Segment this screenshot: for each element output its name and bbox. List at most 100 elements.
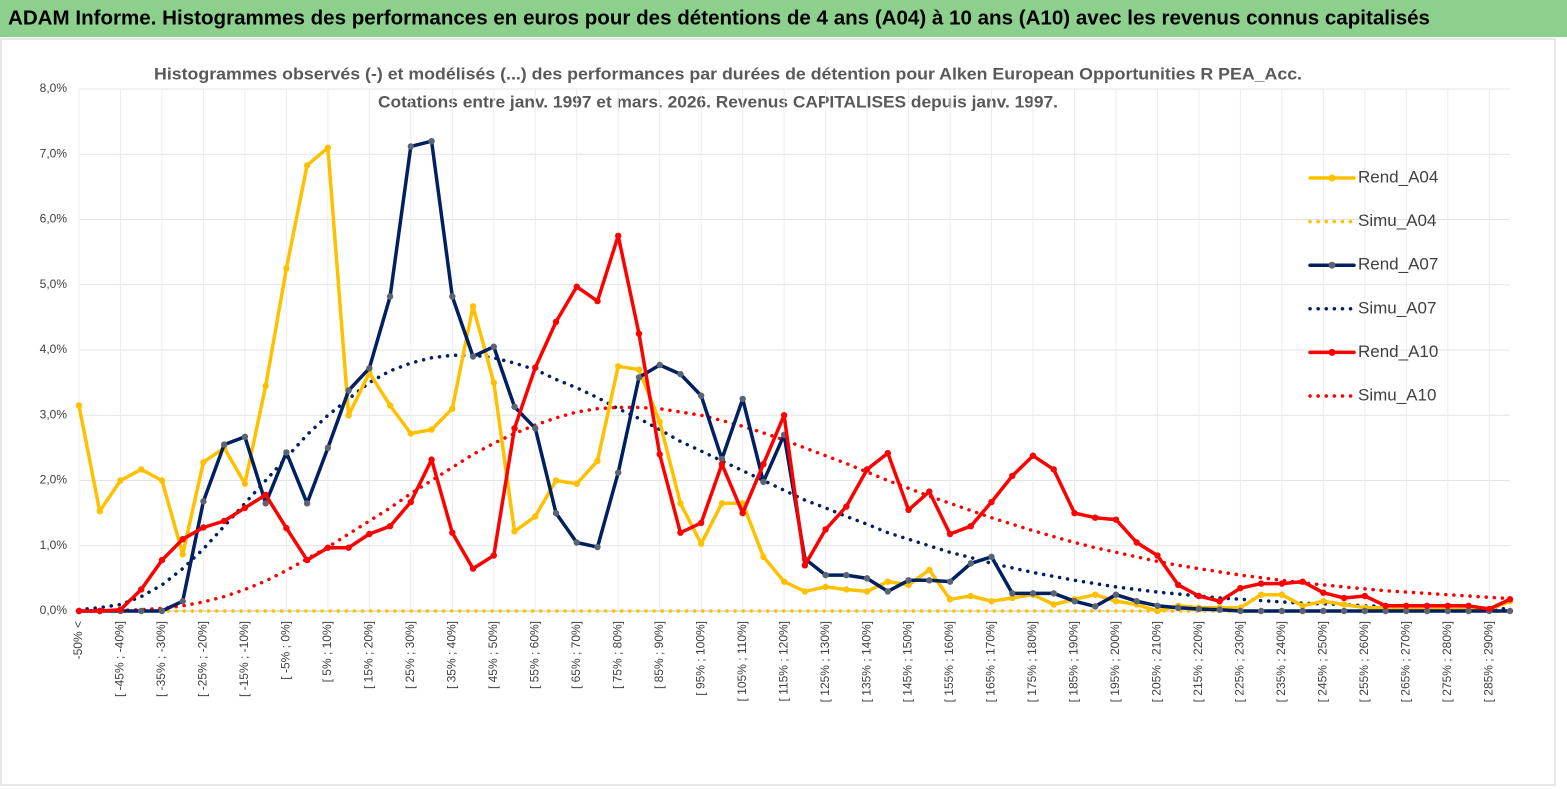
point [200, 498, 207, 505]
point [677, 500, 684, 507]
point [345, 412, 352, 419]
legend-marker [1328, 261, 1336, 269]
x-tick-label: [ -35% ; -30%] [154, 621, 168, 697]
point [262, 500, 269, 507]
point [615, 363, 622, 370]
point [241, 480, 249, 487]
legend-label: Simu_A10 [1358, 385, 1436, 404]
point [75, 402, 83, 409]
point [262, 382, 269, 390]
point [988, 598, 995, 605]
x-tick-label: [ 15% ; 20%] [362, 621, 376, 689]
point [428, 138, 435, 145]
point [1050, 601, 1057, 608]
point [386, 402, 394, 409]
point [1486, 605, 1493, 613]
point [449, 293, 456, 300]
point [200, 459, 207, 466]
point [1361, 592, 1369, 600]
point [697, 392, 705, 399]
point [241, 504, 249, 512]
x-tick-label: [ 285% ; 290%] [1481, 621, 1495, 702]
point [967, 522, 974, 530]
point [324, 544, 332, 551]
point [490, 552, 497, 559]
point [469, 303, 477, 310]
point [946, 596, 954, 603]
point [1133, 539, 1140, 546]
x-tick-label: [ 145% ; 150%] [901, 621, 915, 702]
x-tick-label: [ 105% ; 110%] [735, 621, 749, 702]
point [1154, 552, 1161, 559]
point [884, 449, 892, 457]
x-tick-label: [ -45% ; -40%] [113, 621, 127, 697]
point [1340, 594, 1348, 602]
point [324, 444, 332, 452]
point [1237, 607, 1244, 615]
point [718, 455, 726, 463]
point [117, 606, 124, 613]
point [1092, 603, 1099, 610]
point [220, 517, 228, 525]
series-line [77, 234, 1512, 613]
point [345, 387, 352, 394]
point [1154, 602, 1161, 609]
point [552, 477, 560, 484]
point [615, 469, 622, 476]
point [1257, 607, 1265, 615]
point [1299, 578, 1306, 585]
point [1299, 607, 1306, 615]
point [1320, 589, 1327, 596]
point [905, 577, 912, 584]
point [241, 433, 249, 440]
point [490, 343, 497, 350]
point [822, 526, 829, 533]
banner [0, 0, 1567, 37]
point [573, 480, 580, 487]
x-tick-label: [ 25% ; 30%] [403, 621, 417, 689]
point [677, 370, 684, 378]
point [511, 528, 518, 535]
point [594, 457, 601, 465]
point [386, 522, 394, 530]
point [697, 519, 705, 527]
point [179, 536, 186, 543]
point [303, 500, 311, 507]
point [905, 581, 912, 589]
x-tick-label: [ 55% ; 60%] [527, 621, 541, 689]
point [138, 586, 145, 593]
point [656, 361, 663, 369]
point [552, 509, 560, 517]
point [1444, 602, 1451, 609]
point [1423, 602, 1431, 609]
point [490, 379, 497, 386]
point [718, 460, 726, 468]
point [1340, 601, 1348, 608]
x-tick-label: [ 85% ; 90%] [652, 621, 666, 689]
point [511, 403, 518, 410]
x-tick-label: [ 225% ; 230%] [1233, 621, 1247, 702]
point [1340, 607, 1348, 615]
point [511, 425, 518, 432]
point [967, 592, 974, 600]
point [1403, 602, 1410, 609]
point [1009, 472, 1016, 480]
point [407, 498, 415, 506]
point [822, 583, 829, 591]
point [863, 575, 871, 582]
chart-subtitle: Cotations entre janv. 1997 et mars. 2026… [378, 92, 1058, 111]
point [656, 418, 663, 425]
point [926, 577, 933, 584]
x-tick-label: [ 175% ; 180%] [1025, 621, 1039, 702]
x-tick-label: [ 235% ; 240%] [1274, 621, 1288, 702]
point [1278, 607, 1286, 615]
point [1465, 602, 1472, 609]
point [573, 539, 580, 546]
point [926, 488, 933, 495]
point [739, 509, 746, 517]
legend-label: Simu_A07 [1358, 298, 1436, 317]
point [75, 607, 83, 615]
point [428, 426, 435, 433]
x-tick-label: [ 215% ; 220%] [1191, 621, 1205, 702]
